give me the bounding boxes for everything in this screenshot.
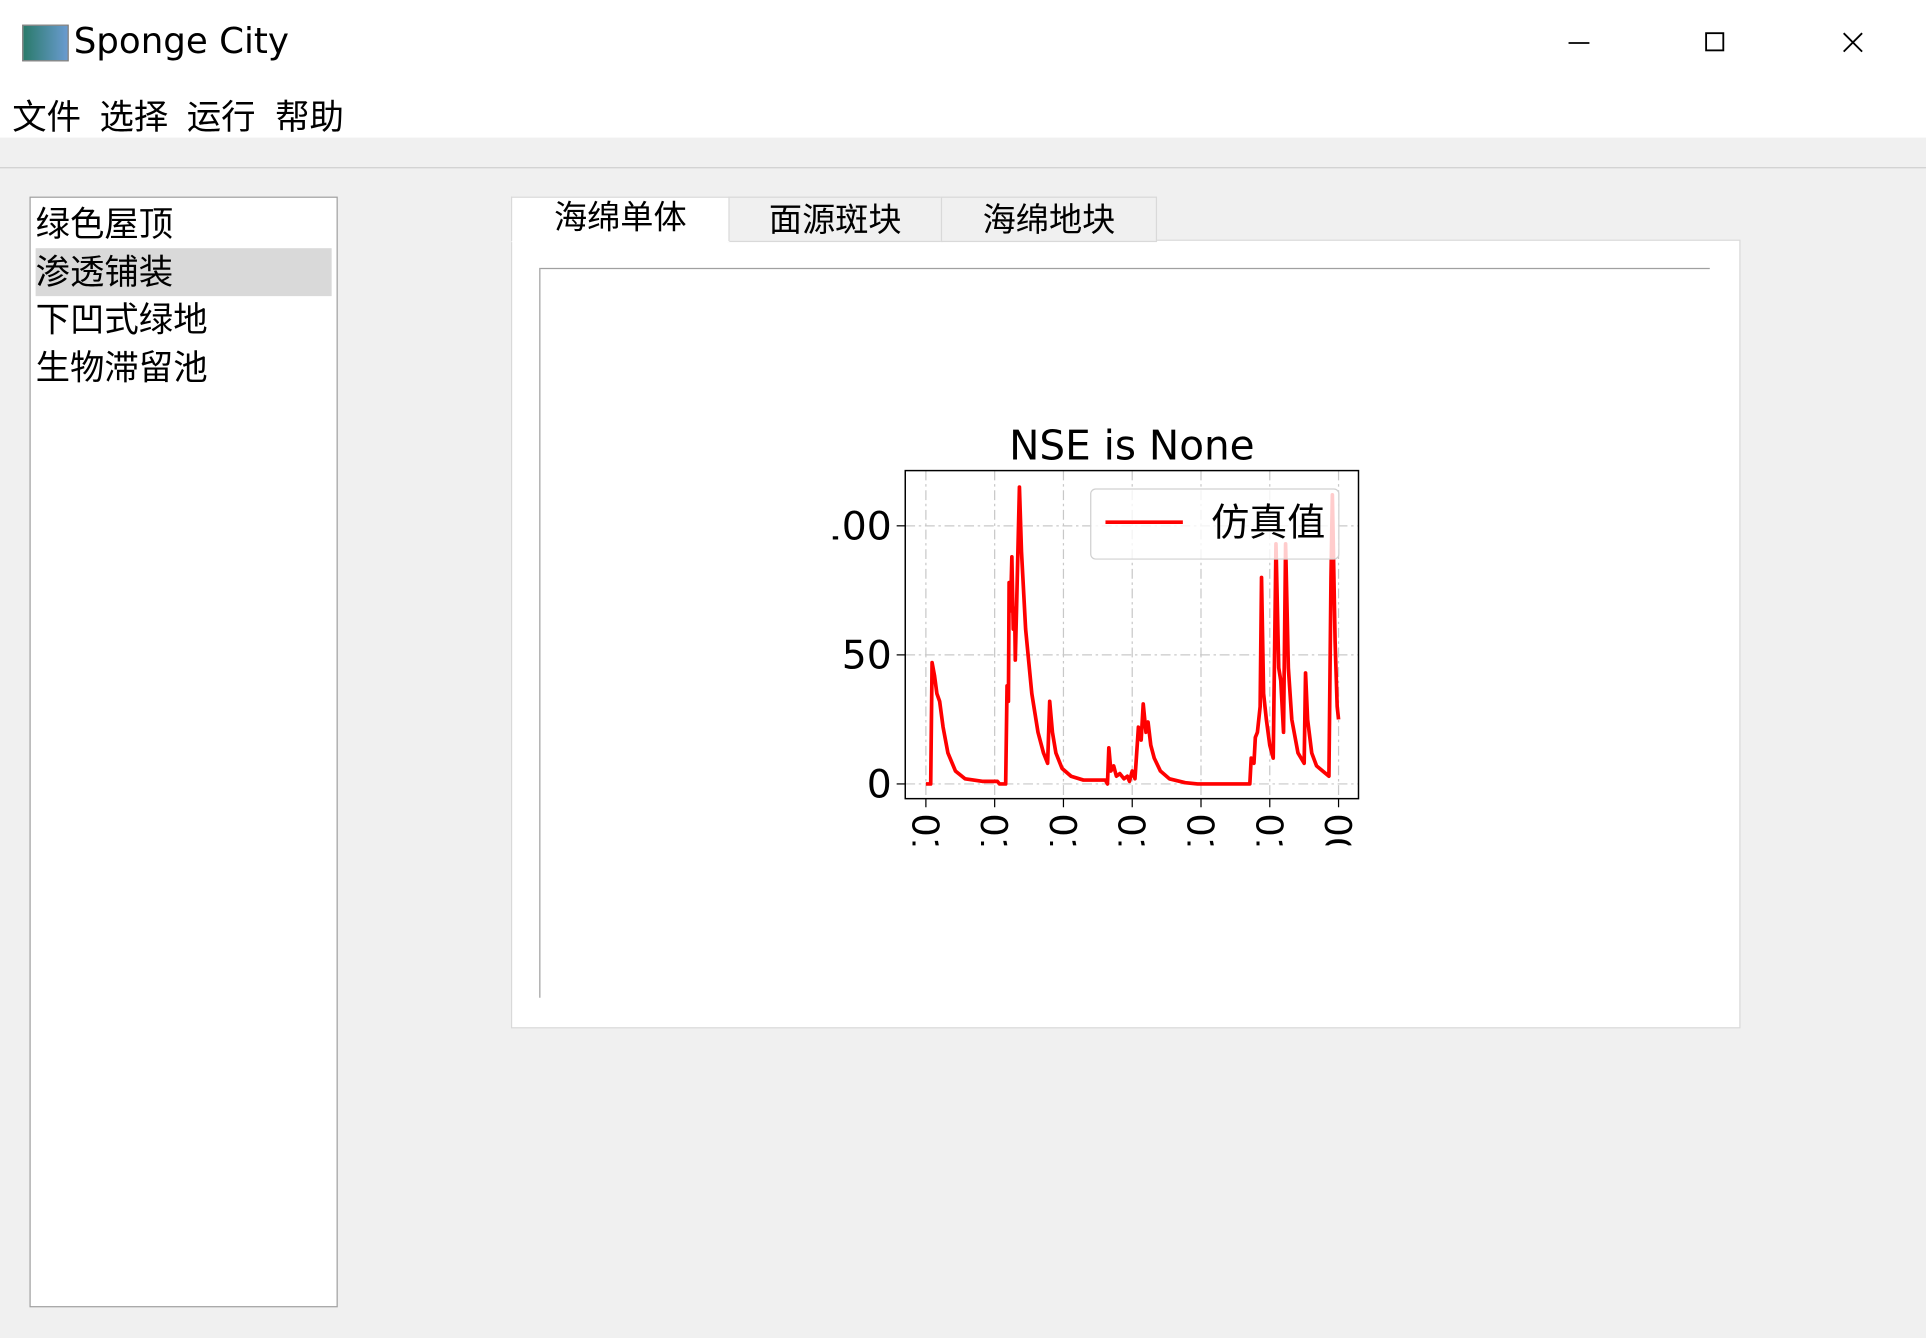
- y-tick-label: 100: [817, 504, 892, 549]
- chart-title: NSE is None: [1009, 422, 1255, 470]
- menu-item[interactable]: 文件: [12, 97, 82, 138]
- menu-item[interactable]: 帮助: [275, 97, 344, 138]
- list-item[interactable]: 下凹式绿地: [35, 299, 208, 341]
- x-tick-labels: 01 01 01 01 01 01 00: [903, 813, 1359, 860]
- list-item[interactable]: 绿色屋顶: [35, 203, 174, 245]
- list-item[interactable]: 生物滞留池: [35, 347, 208, 389]
- x-tick-label: 01: [1110, 813, 1153, 860]
- axes-frame: [904, 469, 1360, 800]
- legend-label: 仿真值: [1211, 501, 1325, 545]
- app-icon: [22, 24, 69, 62]
- maximize[interactable]: [1705, 32, 1725, 52]
- menu-bar: [0, 86, 1926, 138]
- menu-item[interactable]: 选择: [99, 97, 169, 138]
- close[interactable]: [1843, 32, 1863, 53]
- plot: NSE is None 0 50 100 01 01 01 01 01 01 00 仿真值: [817, 422, 1360, 860]
- window-controls[interactable]: [1548, 25, 1892, 62]
- y-tick-label: 0: [867, 762, 892, 807]
- tab[interactable]: 海绵地块: [940, 196, 1158, 243]
- legend-box: [1090, 488, 1340, 560]
- window-title: Sponge City: [73, 19, 289, 62]
- tab[interactable]: 面源斑块: [727, 196, 944, 243]
- y-tick-label: 50: [842, 633, 892, 678]
- menu-item[interactable]: 运行: [186, 97, 256, 138]
- x-tick-label: 01: [972, 813, 1015, 860]
- x-tick-label: 01: [1178, 813, 1221, 860]
- x-tick-label: 00: [1316, 813, 1359, 860]
- list-box[interactable]: 绿色屋顶 渗透铺装 下凹式绿地生物滞留池: [29, 196, 338, 1308]
- list-item[interactable]: 渗透铺装: [35, 248, 332, 297]
- title-bar: Sponge City: [0, 0, 1926, 87]
- tab[interactable]: 海绵单体: [510, 196, 730, 243]
- x-tick-label: 01: [1041, 813, 1084, 860]
- x-tick-label: 01: [903, 813, 946, 860]
- x-tick-label: 01: [1247, 813, 1290, 860]
- toolbar-border: [0, 167, 1926, 169]
